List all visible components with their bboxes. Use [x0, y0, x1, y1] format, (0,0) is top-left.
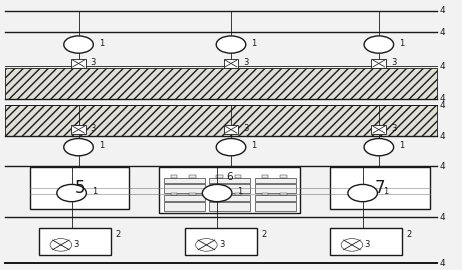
Bar [5, 68, 437, 99]
Text: 5: 5 [74, 179, 85, 197]
Text: 3: 3 [365, 240, 370, 249]
Bar [71, 59, 86, 68]
Text: 4: 4 [440, 62, 445, 71]
Text: 3: 3 [243, 124, 249, 133]
Bar [255, 202, 296, 211]
Circle shape [364, 36, 394, 53]
Circle shape [64, 139, 93, 156]
Text: 4: 4 [440, 28, 445, 37]
Bar [164, 178, 205, 183]
Bar [5, 105, 437, 136]
Text: 4: 4 [440, 6, 445, 15]
Bar [371, 59, 386, 68]
Bar [235, 193, 241, 195]
Bar [209, 178, 250, 183]
Bar [164, 195, 205, 201]
Bar [189, 193, 196, 195]
Bar [216, 176, 223, 178]
Text: 1: 1 [99, 39, 104, 48]
Bar [235, 176, 241, 178]
Bar [216, 193, 223, 195]
Text: 6: 6 [226, 172, 233, 182]
Text: 4: 4 [440, 132, 445, 141]
Bar [209, 195, 250, 201]
Text: 3: 3 [391, 58, 396, 67]
Bar [255, 178, 296, 183]
Text: 1: 1 [251, 141, 256, 150]
Bar [171, 176, 177, 178]
Text: 3: 3 [243, 58, 249, 67]
Circle shape [364, 139, 394, 156]
Text: 3: 3 [91, 58, 96, 67]
Text: 3: 3 [91, 124, 96, 133]
Circle shape [64, 36, 93, 53]
Bar [30, 167, 129, 209]
Text: 7: 7 [375, 179, 385, 197]
Text: 3: 3 [73, 240, 79, 249]
Bar [280, 193, 287, 195]
Text: 3: 3 [391, 124, 396, 133]
Text: 4: 4 [440, 259, 445, 268]
Text: 1: 1 [251, 39, 256, 48]
Text: 4: 4 [440, 94, 445, 103]
Bar [224, 125, 238, 134]
Bar [164, 184, 205, 193]
Bar [71, 125, 86, 134]
Bar [171, 193, 177, 195]
Bar [209, 202, 250, 211]
Bar [371, 125, 386, 134]
Bar [189, 176, 196, 178]
Bar [262, 176, 268, 178]
Bar [262, 193, 268, 195]
Text: 4: 4 [440, 213, 445, 222]
Circle shape [348, 184, 377, 202]
Bar [280, 176, 287, 178]
Circle shape [216, 139, 246, 156]
Text: 1: 1 [92, 187, 97, 196]
Circle shape [202, 184, 232, 202]
Bar [185, 228, 256, 255]
Text: 1: 1 [399, 39, 404, 48]
Bar [330, 228, 402, 255]
Text: 1: 1 [237, 187, 243, 196]
Text: 4: 4 [440, 101, 445, 110]
Bar [255, 195, 296, 201]
Text: 2: 2 [116, 230, 121, 239]
Bar [330, 167, 430, 209]
Circle shape [57, 184, 86, 202]
Bar [164, 202, 205, 211]
Bar [224, 59, 238, 68]
Text: 4: 4 [440, 161, 445, 171]
Text: 1: 1 [383, 187, 388, 196]
Bar [159, 167, 300, 213]
Circle shape [216, 36, 246, 53]
Text: 1: 1 [99, 141, 104, 150]
Text: 3: 3 [219, 240, 224, 249]
Text: 2: 2 [261, 230, 267, 239]
Bar [255, 184, 296, 193]
Bar [39, 228, 111, 255]
Text: 2: 2 [407, 230, 412, 239]
Text: 1: 1 [399, 141, 404, 150]
Bar [209, 184, 250, 193]
